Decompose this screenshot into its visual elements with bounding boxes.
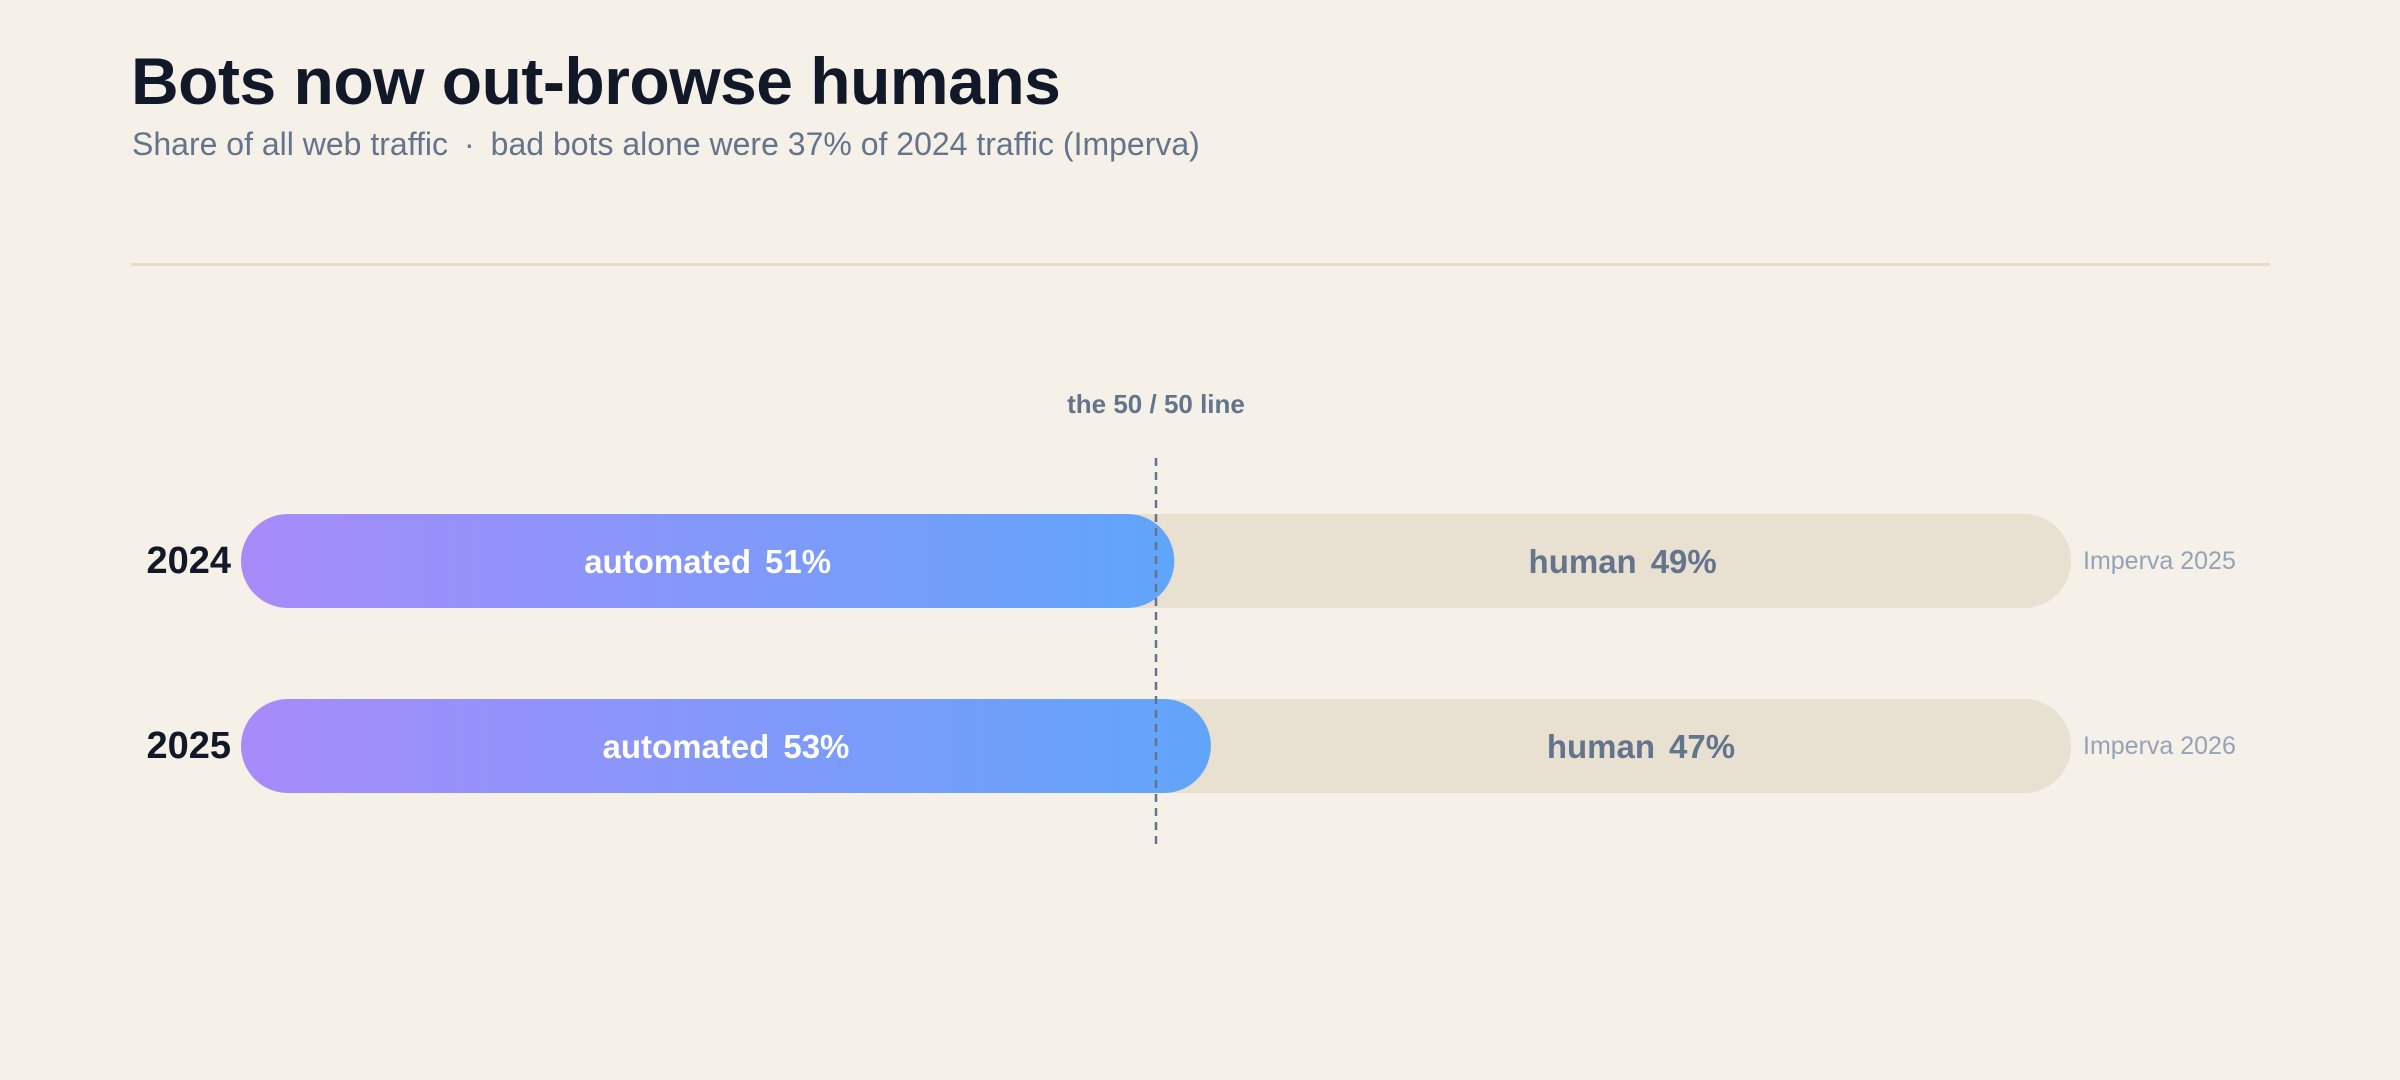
bars-layer: 2024 automated 51% human 49% Imperva 2025 2025… xyxy=(146,514,2236,793)
source-label-2025: Imperva 2026 xyxy=(2083,732,2236,760)
automated-value-2024: 51% xyxy=(765,543,831,580)
year-label-2025: 2025 xyxy=(146,725,231,767)
automated-value-2025: 53% xyxy=(783,728,849,765)
subtitle-main: Share of all web traffic xyxy=(132,126,449,162)
chart-title: Bots now out-browse humans xyxy=(131,44,1061,118)
automated-bar-2025 xyxy=(241,699,1211,793)
automated-label-2024: automated 51% xyxy=(584,543,831,580)
header-divider xyxy=(131,263,2270,266)
automated-label-2025: automated 53% xyxy=(602,728,849,765)
human-value-2025: 47% xyxy=(1669,728,1735,765)
fifty-fifty-label: the 50 / 50 line xyxy=(1067,389,1245,419)
chart-subtitle: Share of all web traffic · bad bots alone … xyxy=(132,122,1200,166)
human-series-name-2025: human xyxy=(1547,728,1655,765)
automated-series-name-2025: automated xyxy=(602,728,769,765)
human-series-name-2024: human xyxy=(1529,543,1637,580)
human-value-2024: 49% xyxy=(1651,543,1717,580)
automated-series-name-2024: automated xyxy=(584,543,751,580)
human-label-2025: human 47% xyxy=(1547,728,1735,765)
subtitle-separator: · xyxy=(464,126,475,162)
human-label-2024: human 49% xyxy=(1529,543,1717,580)
subtitle-note: bad bots alone were 37% of 2024 traffic … xyxy=(490,126,1200,162)
reference-layer: the 50 / 50 line xyxy=(1067,389,1245,850)
year-label-2024: 2024 xyxy=(146,540,231,582)
automated-bar-2024 xyxy=(241,514,1175,608)
source-label-2024: Imperva 2025 xyxy=(2083,547,2236,575)
